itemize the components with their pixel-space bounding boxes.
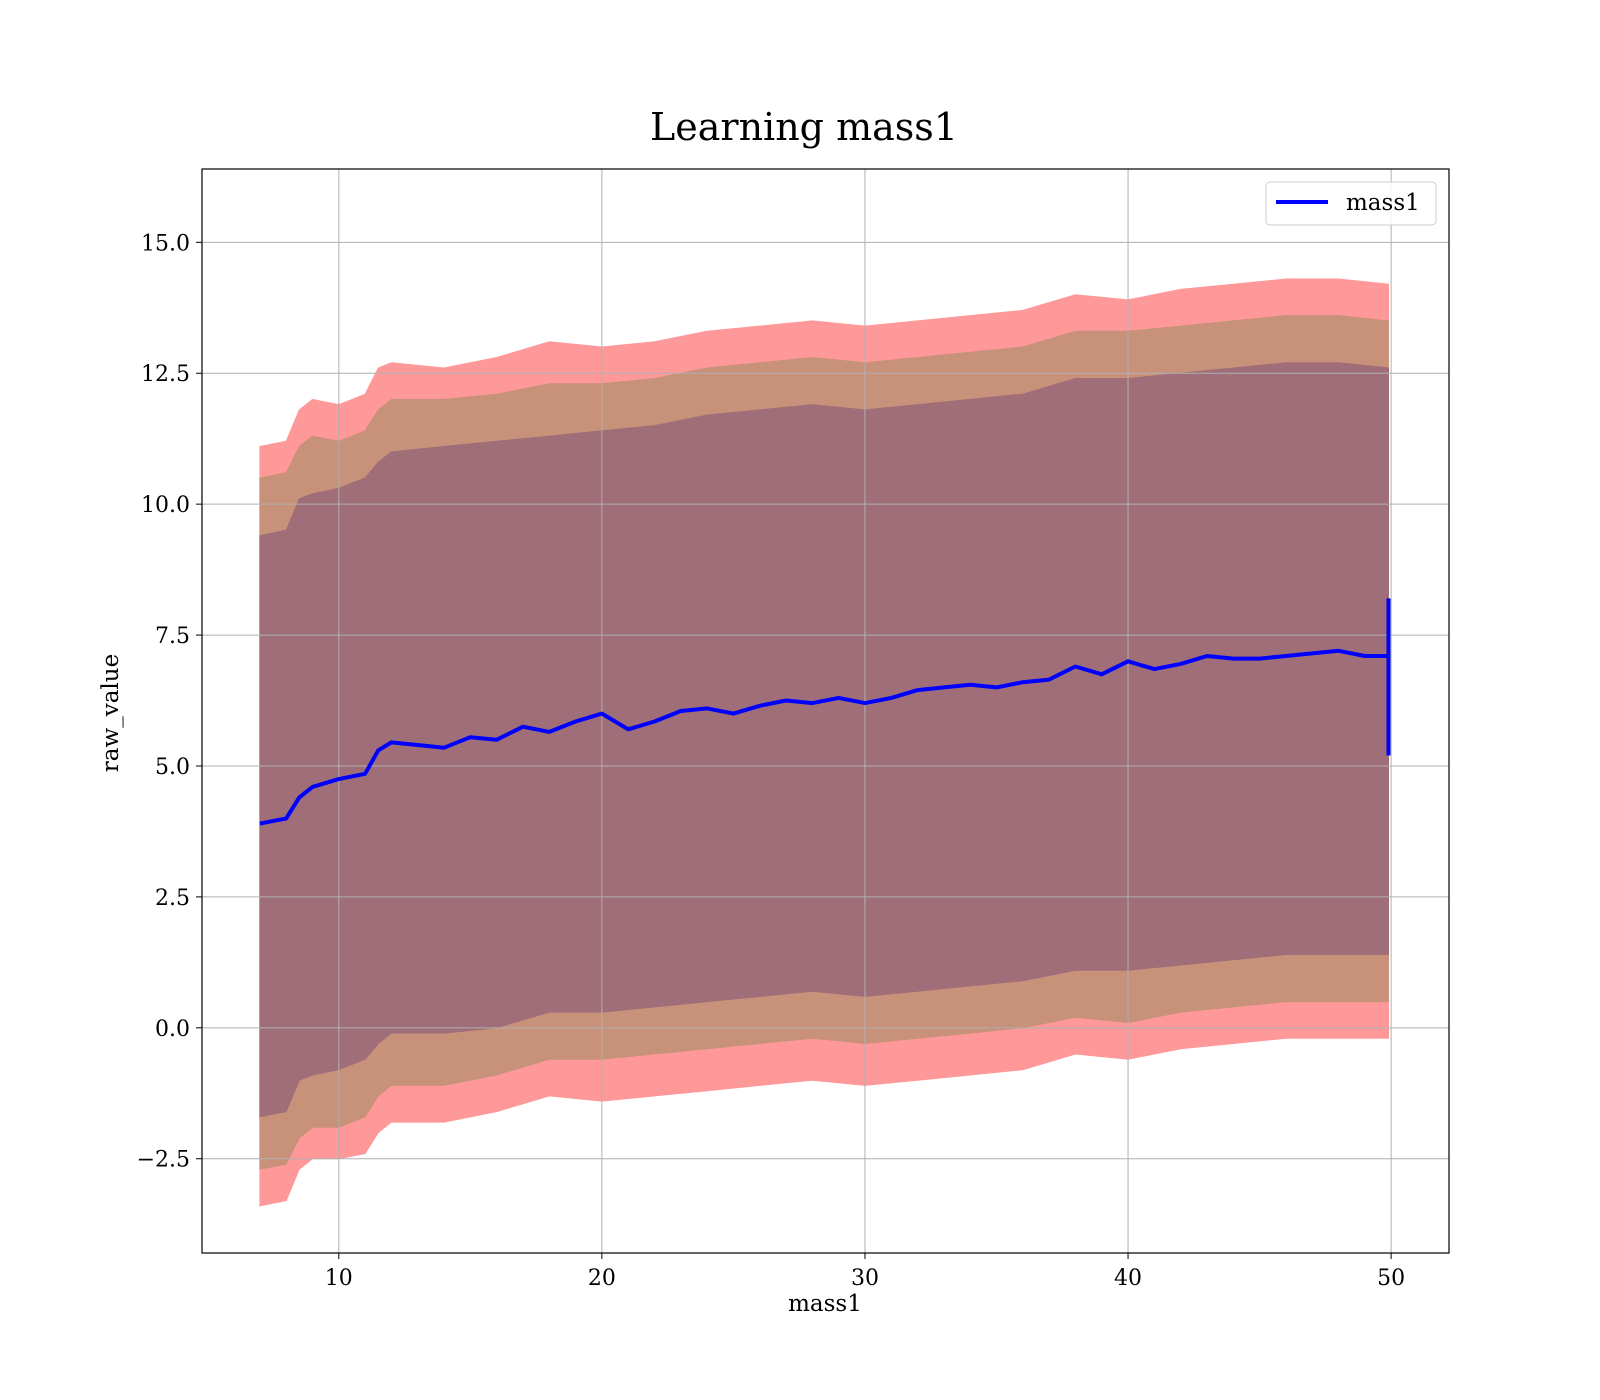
x-axis-label: mass1 xyxy=(788,1291,862,1317)
chart-title: Learning mass1 xyxy=(650,105,958,149)
legend: mass1 xyxy=(1265,181,1437,226)
band-2 xyxy=(259,362,1389,1118)
x-tick-label-4: 50 xyxy=(1377,1266,1405,1291)
x-tick-label-0: 10 xyxy=(325,1266,353,1291)
series-line-mass1 xyxy=(259,648,1389,826)
y-tick-label-2: 2.5 xyxy=(155,886,190,911)
x-tick-label-3: 40 xyxy=(1114,1266,1142,1291)
x-axis-ticks: 10 20 30 40 50 xyxy=(325,1253,1405,1291)
grid xyxy=(202,169,1449,1253)
x-tick-label-2: 30 xyxy=(851,1266,879,1291)
y-tick-label-6: 12.5 xyxy=(141,362,190,387)
y-axis-ticks: −2.5 0.0 2.5 5.0 7.5 10.0 12.5 15.0 xyxy=(137,231,202,1173)
series-lines xyxy=(259,598,1391,826)
x-tick-label-1: 20 xyxy=(588,1266,616,1291)
y-tick-label-5: 10.0 xyxy=(141,493,190,518)
y-tick-label-7: 15.0 xyxy=(141,231,190,256)
plot-area xyxy=(202,169,1449,1253)
plot-frame xyxy=(201,168,1450,1254)
y-tick-label-0: −2.5 xyxy=(137,1148,190,1173)
y-axis-label: raw_value xyxy=(98,654,124,772)
legend-label-mass1: mass1 xyxy=(1346,190,1420,216)
legend-box xyxy=(1265,181,1437,226)
y-tick-label-3: 5.0 xyxy=(155,755,190,780)
confidence-bands xyxy=(259,278,1389,1207)
y-tick-label-4: 7.5 xyxy=(155,624,190,649)
y-tick-label-1: 0.0 xyxy=(155,1017,190,1042)
